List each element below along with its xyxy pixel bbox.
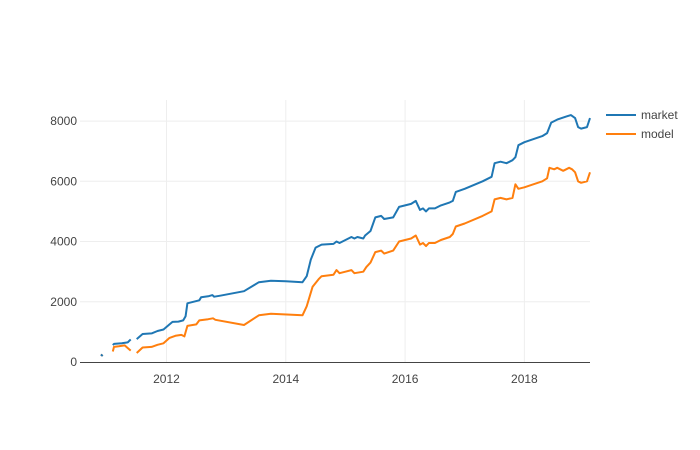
legend-item-market[interactable]: market — [606, 108, 678, 122]
series-market — [100, 114, 591, 357]
gridlines — [80, 100, 590, 362]
series-model-line — [111, 344, 132, 352]
x-axis-ticks: 2012 2014 2016 2018 — [153, 372, 538, 386]
series-market-line — [112, 338, 132, 346]
y-axis-ticks: 0 2000 4000 6000 8000 — [50, 114, 77, 369]
series-market-line — [136, 114, 591, 340]
legend[interactable]: market model — [606, 108, 678, 141]
series-model-line — [136, 166, 591, 354]
legend-label: model — [641, 127, 674, 141]
y-tick-label: 6000 — [50, 174, 77, 188]
series-model — [100, 166, 591, 357]
legend-label: market — [641, 108, 678, 122]
y-tick-label: 8000 — [50, 114, 77, 128]
x-tick-label: 2014 — [272, 372, 299, 386]
y-tick-label: 4000 — [50, 235, 77, 249]
legend-item-model[interactable]: model — [606, 127, 674, 141]
series-market-line — [100, 353, 104, 357]
x-tick-label: 2018 — [511, 372, 538, 386]
series-lines — [100, 114, 591, 357]
x-tick-label: 2016 — [392, 372, 419, 386]
y-tick-label: 0 — [70, 355, 77, 369]
y-tick-label: 2000 — [50, 295, 77, 309]
x-tick-label: 2012 — [153, 372, 180, 386]
